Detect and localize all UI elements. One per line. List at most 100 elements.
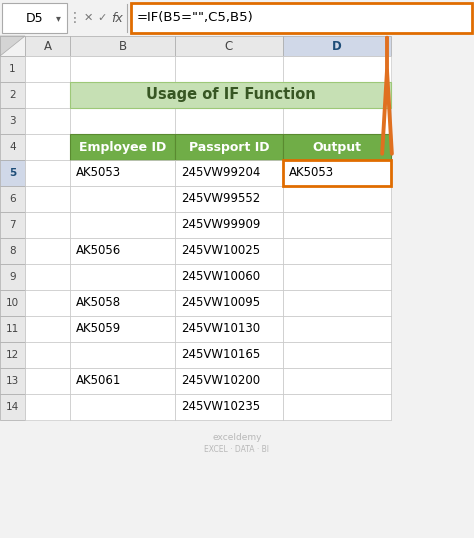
Bar bbox=[0, 290, 25, 316]
Bar bbox=[283, 394, 391, 420]
Text: fx: fx bbox=[111, 11, 123, 25]
Bar bbox=[283, 160, 391, 186]
Bar bbox=[70, 368, 175, 394]
Bar bbox=[25, 212, 70, 238]
Bar bbox=[70, 160, 175, 186]
Text: AK5053: AK5053 bbox=[289, 166, 334, 180]
Text: 9: 9 bbox=[9, 272, 16, 282]
Bar bbox=[25, 186, 70, 212]
Bar bbox=[175, 56, 283, 82]
Text: 1: 1 bbox=[9, 64, 16, 74]
Bar bbox=[0, 82, 25, 108]
Bar bbox=[175, 290, 283, 316]
Bar bbox=[0, 134, 25, 160]
Text: 245VW10025: 245VW10025 bbox=[181, 244, 260, 258]
Bar bbox=[175, 394, 283, 420]
Bar bbox=[25, 368, 70, 394]
FancyBboxPatch shape bbox=[131, 3, 472, 33]
Text: 245VW10060: 245VW10060 bbox=[181, 271, 260, 284]
Bar bbox=[283, 342, 391, 368]
Text: ▾: ▾ bbox=[56, 13, 61, 23]
Bar bbox=[25, 108, 70, 134]
Bar bbox=[175, 316, 283, 342]
Bar bbox=[70, 36, 175, 56]
Bar bbox=[283, 394, 391, 420]
Bar bbox=[175, 368, 283, 394]
Text: 13: 13 bbox=[6, 376, 19, 386]
Bar bbox=[175, 238, 283, 264]
Bar bbox=[25, 264, 70, 290]
Bar bbox=[283, 186, 391, 212]
Text: 245VW10235: 245VW10235 bbox=[181, 400, 260, 414]
Text: AK5061: AK5061 bbox=[76, 374, 121, 387]
Bar bbox=[70, 316, 175, 342]
Bar bbox=[70, 238, 175, 264]
Text: 245VW99204: 245VW99204 bbox=[181, 166, 260, 180]
Bar bbox=[25, 394, 70, 420]
Text: =IF(B5="",C5,B5): =IF(B5="",C5,B5) bbox=[137, 11, 254, 25]
Bar bbox=[175, 160, 283, 186]
Text: 14: 14 bbox=[6, 402, 19, 412]
Text: Usage of IF Function: Usage of IF Function bbox=[146, 88, 315, 103]
Bar bbox=[25, 160, 70, 186]
Text: 8: 8 bbox=[9, 246, 16, 256]
Text: 4: 4 bbox=[9, 142, 16, 152]
Bar bbox=[70, 342, 175, 368]
Text: C: C bbox=[225, 39, 233, 53]
Bar bbox=[25, 316, 70, 342]
Bar bbox=[283, 36, 391, 56]
Bar bbox=[283, 186, 391, 212]
Bar bbox=[283, 290, 391, 316]
Bar bbox=[175, 82, 283, 108]
Text: EXCEL · DATA · BI: EXCEL · DATA · BI bbox=[204, 444, 270, 454]
Bar bbox=[283, 134, 391, 160]
Bar bbox=[0, 160, 25, 186]
Bar bbox=[283, 316, 391, 342]
Text: Passport ID: Passport ID bbox=[189, 140, 269, 153]
Bar bbox=[175, 36, 283, 56]
Bar bbox=[283, 264, 391, 290]
Bar bbox=[70, 316, 175, 342]
Bar bbox=[0, 368, 25, 394]
Bar bbox=[70, 134, 175, 160]
Bar bbox=[175, 108, 283, 134]
FancyBboxPatch shape bbox=[2, 3, 67, 33]
Bar bbox=[0, 264, 25, 290]
Text: ⋮: ⋮ bbox=[68, 11, 82, 25]
Text: 245VW10130: 245VW10130 bbox=[181, 322, 260, 336]
Bar bbox=[70, 212, 175, 238]
Text: B: B bbox=[118, 39, 127, 53]
Bar bbox=[283, 316, 391, 342]
Bar bbox=[0, 0, 474, 36]
Text: ✓: ✓ bbox=[97, 13, 107, 23]
Bar bbox=[70, 186, 175, 212]
Bar bbox=[0, 108, 25, 134]
Bar bbox=[175, 134, 283, 160]
Bar bbox=[25, 56, 70, 82]
Bar bbox=[25, 36, 70, 56]
Text: 3: 3 bbox=[9, 116, 16, 126]
Bar bbox=[175, 212, 283, 238]
Text: 12: 12 bbox=[6, 350, 19, 360]
Bar bbox=[70, 394, 175, 420]
Bar bbox=[283, 368, 391, 394]
Text: A: A bbox=[44, 39, 52, 53]
Text: AK5058: AK5058 bbox=[76, 296, 121, 309]
Text: 11: 11 bbox=[6, 324, 19, 334]
Text: AK5059: AK5059 bbox=[76, 322, 121, 336]
Bar bbox=[25, 342, 70, 368]
Bar bbox=[25, 238, 70, 264]
Bar bbox=[283, 238, 391, 264]
Bar bbox=[70, 394, 175, 420]
Bar bbox=[175, 342, 283, 368]
Bar bbox=[175, 186, 283, 212]
Text: 10: 10 bbox=[6, 298, 19, 308]
Bar bbox=[283, 238, 391, 264]
Text: AK5056: AK5056 bbox=[76, 244, 121, 258]
Bar bbox=[70, 264, 175, 290]
Bar bbox=[0, 238, 25, 264]
Text: Output: Output bbox=[312, 140, 362, 153]
Text: 245VW10165: 245VW10165 bbox=[181, 349, 260, 362]
Text: 5: 5 bbox=[9, 168, 16, 178]
Bar bbox=[70, 134, 175, 160]
